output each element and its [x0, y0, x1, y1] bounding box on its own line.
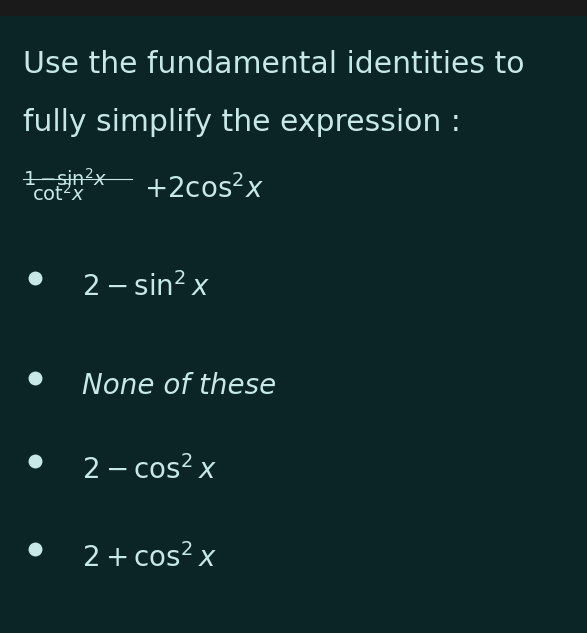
Text: $\cot^2\!x$: $\cot^2\!x$ [32, 182, 86, 204]
Text: $2+\cos^2 x$: $2+\cos^2 x$ [82, 543, 217, 573]
Text: $2-\sin^2 x$: $2-\sin^2 x$ [82, 272, 210, 302]
Text: fully simplify the expression :: fully simplify the expression : [23, 108, 461, 137]
Text: $1-\!\sin^2\!x$: $1-\!\sin^2\!x$ [23, 168, 108, 190]
Text: $2-\cos^2 x$: $2-\cos^2 x$ [82, 455, 217, 485]
Text: $+2\cos^2\!x$: $+2\cos^2\!x$ [144, 174, 264, 204]
Text: Use the fundamental identities to: Use the fundamental identities to [23, 50, 525, 79]
Text: None of these: None of these [82, 372, 276, 400]
Bar [0, 0, 587, 16]
